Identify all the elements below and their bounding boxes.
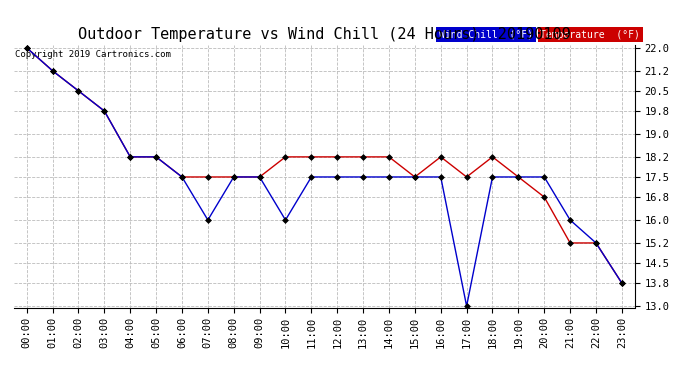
Text: Wind Chill  (°F): Wind Chill (°F) (440, 30, 533, 39)
Text: Copyright 2019 Cartronics.com: Copyright 2019 Cartronics.com (15, 50, 171, 59)
Title: Outdoor Temperature vs Wind Chill (24 Hours)  20190109: Outdoor Temperature vs Wind Chill (24 Ho… (78, 27, 571, 42)
Text: Temperature  (°F): Temperature (°F) (540, 30, 640, 39)
